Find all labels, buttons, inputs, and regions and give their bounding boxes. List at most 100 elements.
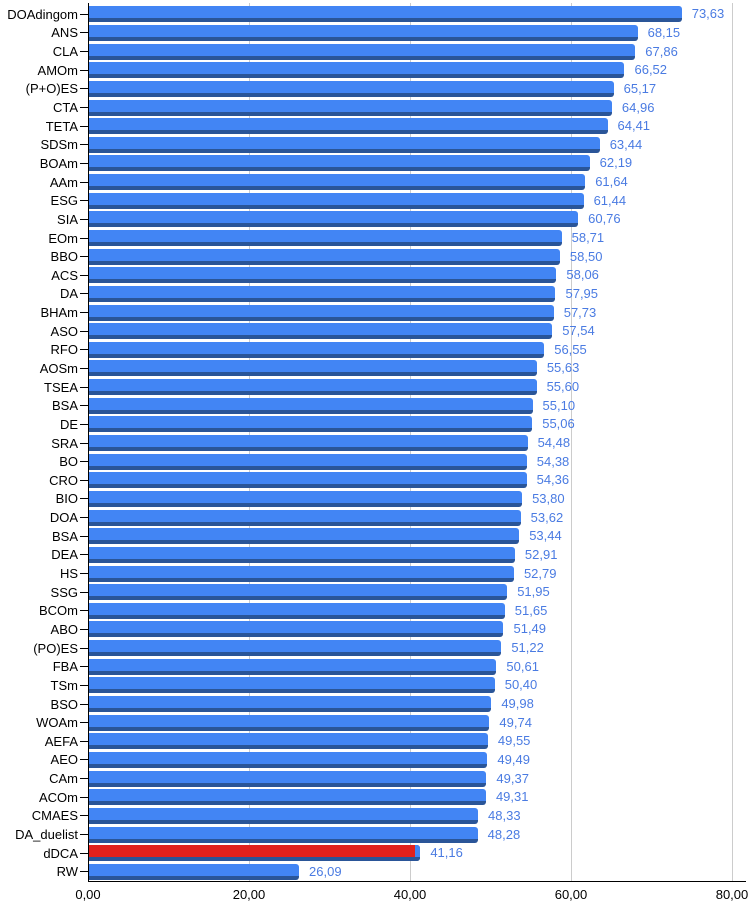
bar-shadow	[89, 857, 421, 862]
value-label: 53,62	[530, 509, 564, 525]
bar-row: ESG 61,44	[0, 191, 750, 210]
bar-body	[89, 230, 562, 242]
bar	[89, 863, 300, 880]
bar-track: 52,91	[89, 546, 750, 565]
bar-end-cap	[415, 845, 421, 862]
bar-shadow	[89, 148, 600, 153]
bar-shadow	[89, 819, 479, 824]
y-axis-tick	[80, 834, 88, 835]
bar-track: 55,10	[89, 396, 750, 415]
category-label: FBA	[52, 659, 78, 675]
bar	[89, 174, 586, 191]
bar	[89, 211, 579, 228]
bar-track: 53,44	[89, 527, 750, 546]
bar-body	[89, 248, 560, 261]
bar-body	[89, 155, 590, 168]
bar-shadow	[89, 465, 527, 470]
value-label: 51,22	[511, 640, 544, 656]
value-label: 55,06	[542, 416, 575, 432]
x-axis-labels: 0,00 20,00 40,00 60,00 80,00	[0, 887, 750, 905]
y-axis-tick	[80, 573, 88, 575]
bar-row: SRA 54,48	[0, 434, 750, 453]
bar-shadow	[89, 391, 537, 396]
bar-track: 55,60	[89, 378, 750, 397]
bar	[89, 360, 537, 377]
y-axis-tick	[80, 498, 88, 500]
bar	[89, 379, 537, 396]
bar	[89, 714, 490, 731]
bar	[89, 285, 556, 302]
y-axis-tick	[80, 32, 88, 34]
value-label: 60,76	[588, 211, 621, 227]
bar-body	[89, 192, 584, 205]
bar	[89, 528, 520, 545]
bar	[89, 453, 527, 470]
bar-body	[89, 621, 504, 634]
category-label: BO	[59, 454, 78, 470]
bar-track: 48,33	[89, 807, 750, 826]
bar-track: 51,95	[89, 583, 750, 602]
bar-body	[89, 99, 612, 112]
bar-row: CLA 67,86	[0, 42, 750, 61]
bar-body	[89, 696, 492, 709]
value-label: 58,06	[566, 267, 599, 283]
bar-track: 63,44	[89, 135, 750, 154]
bar	[89, 99, 612, 116]
bar-shadow	[89, 558, 515, 563]
bar-row: BHAm 57,73	[0, 303, 750, 322]
bar-shadow	[89, 428, 533, 433]
value-label: 54,48	[537, 435, 571, 451]
y-axis-tick	[80, 386, 88, 388]
value-label: 51,95	[517, 584, 550, 600]
y-axis-tick	[80, 740, 88, 742]
value-label: 52,79	[523, 565, 557, 581]
x-tick-label: 60,00	[554, 887, 588, 902]
bar-shadow	[89, 670, 497, 675]
bar-shadow	[89, 279, 557, 284]
category-label: AEO	[50, 752, 78, 768]
bar-row: DE 55,06	[0, 415, 750, 434]
bar-track: 53,80	[89, 490, 750, 509]
bar-row: DA 57,95	[0, 285, 750, 304]
bar	[89, 509, 521, 526]
bar	[89, 6, 682, 23]
bar-body	[89, 435, 528, 448]
y-axis-tick	[80, 181, 88, 183]
value-label: 65,17	[623, 80, 657, 96]
value-label: 55,63	[546, 360, 580, 376]
y-axis-tick	[80, 330, 88, 332]
value-label: 64,96	[621, 99, 655, 115]
bar-row: DOAdingom 73,63	[0, 5, 750, 24]
value-label: 50,40	[504, 677, 538, 693]
bar-track: 54,36	[89, 471, 750, 490]
category-label: TETA	[45, 118, 78, 134]
bar	[89, 435, 528, 452]
bar-body	[89, 751, 488, 764]
bar-track: 51,49	[89, 620, 750, 639]
category-label: DOAdingom	[7, 6, 78, 22]
category-label: ESG	[50, 193, 78, 209]
bar-shadow	[89, 596, 508, 601]
value-label: 49,74	[499, 714, 532, 730]
bar-shadow	[89, 353, 545, 358]
y-axis-tick	[80, 591, 88, 593]
bar-shadow	[89, 316, 554, 321]
bar-track: 54,38	[89, 452, 750, 471]
bar-body	[89, 770, 487, 783]
bar-body	[89, 267, 557, 280]
y-axis-tick	[80, 703, 88, 705]
bar-body	[89, 62, 625, 75]
y-axis-tick	[80, 722, 88, 724]
bar-track: 52,79	[89, 564, 750, 583]
value-label: 58,50	[569, 248, 603, 264]
bar-row: DEA 52,91	[0, 546, 750, 565]
bar-row: AEO 49,49	[0, 751, 750, 770]
x-tick-label: 40,00	[393, 887, 427, 902]
y-axis-tick	[80, 51, 88, 53]
bar-body	[89, 565, 514, 578]
value-label: 62,19	[599, 155, 633, 171]
bar-row: EOm 58,71	[0, 229, 750, 248]
value-label: 49,55	[497, 733, 531, 749]
y-axis-tick	[80, 815, 88, 817]
